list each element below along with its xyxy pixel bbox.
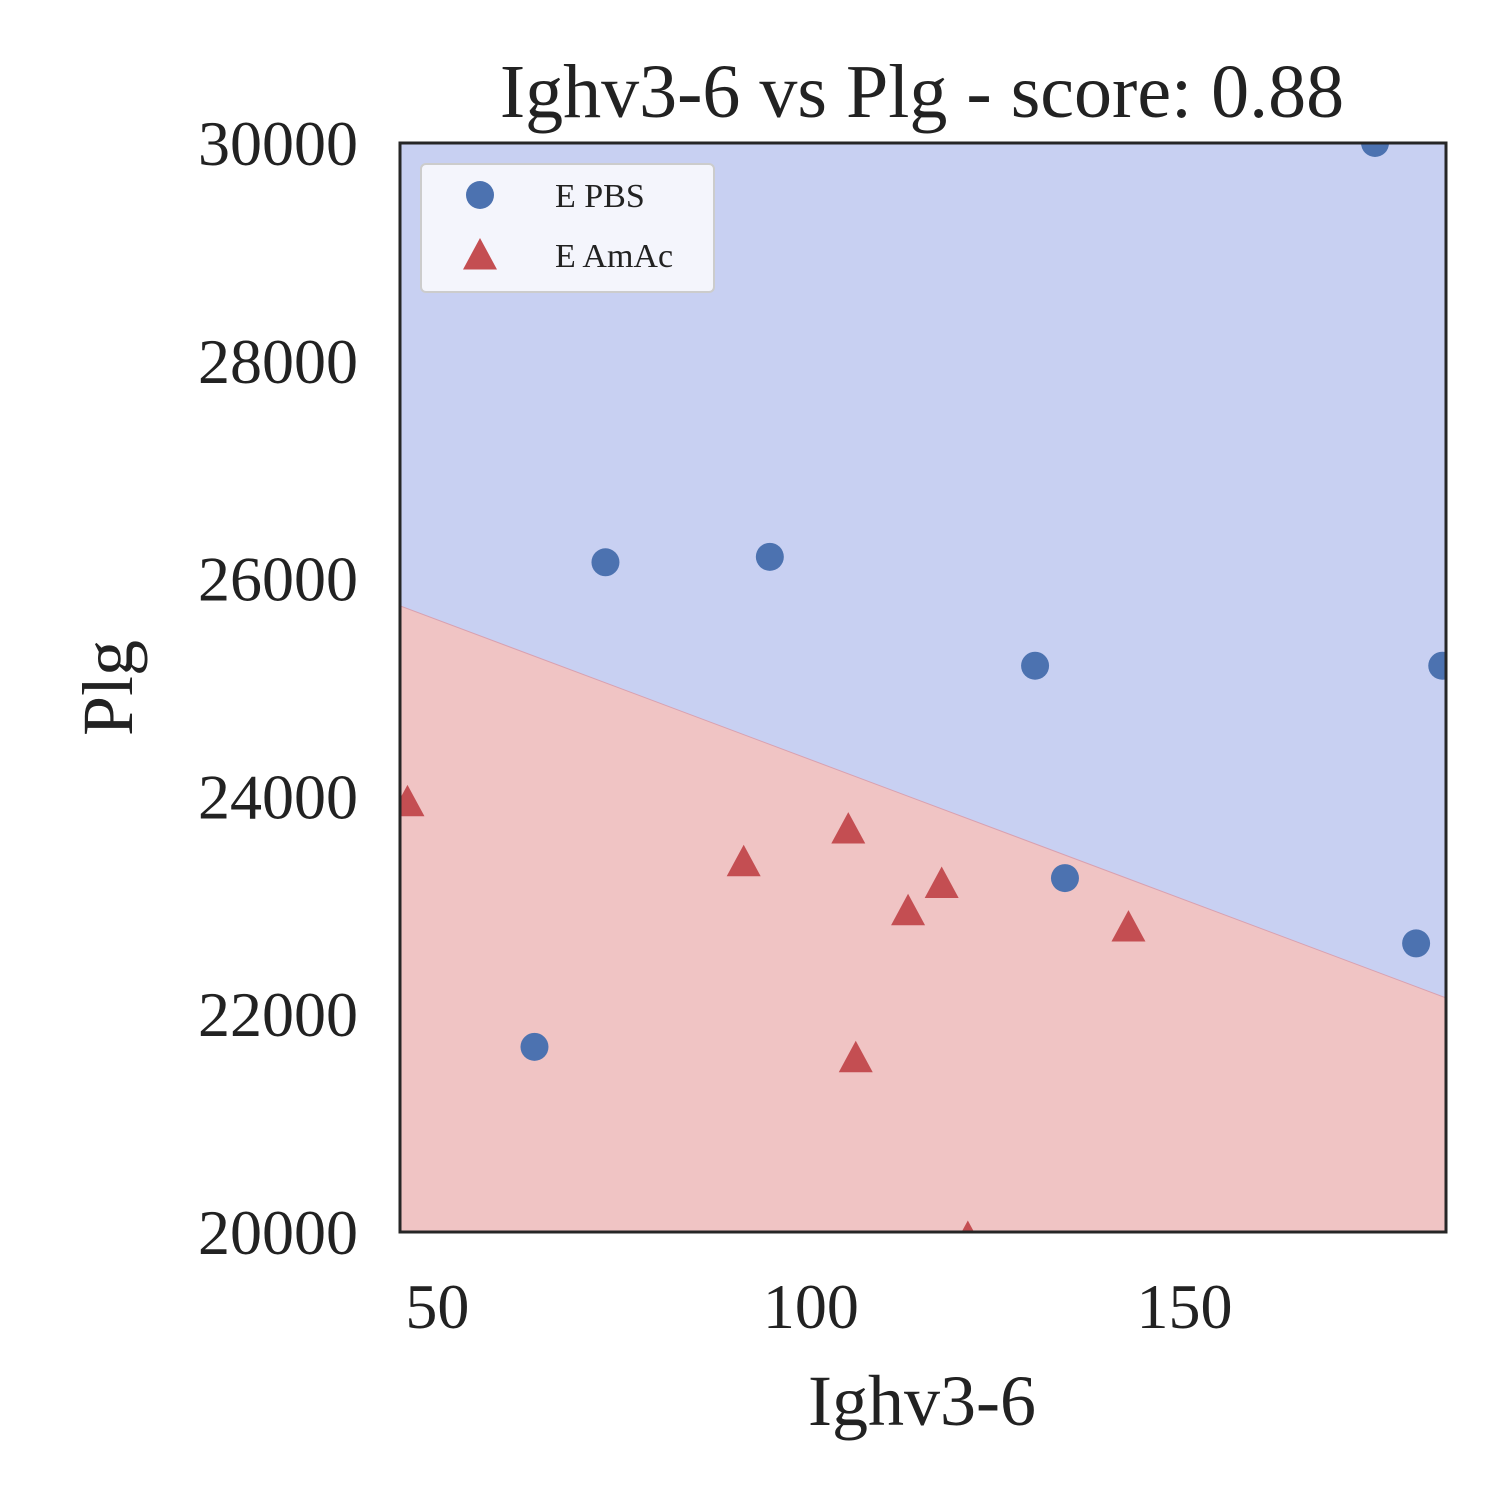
data-point-e-pbs xyxy=(1361,143,1390,157)
plot-area xyxy=(400,143,1446,1232)
legend: E PBS E AmAc xyxy=(420,163,715,293)
data-point-e-pbs xyxy=(755,542,784,571)
x-tick-label: 100 xyxy=(763,1271,859,1342)
legend-marker-e-amac xyxy=(463,238,497,270)
y-axis-label: Plg xyxy=(68,640,148,736)
region-e-pbs xyxy=(400,143,1446,998)
data-point-e-pbs xyxy=(591,548,620,577)
x-tick-label: 50 xyxy=(405,1271,469,1342)
y-tick-label: 26000 xyxy=(198,544,358,615)
data-point-e-pbs xyxy=(1021,651,1050,680)
region-e-amac xyxy=(400,605,1446,1232)
plot-frame xyxy=(398,141,1448,1234)
x-axis-ticks: 50 100 150 xyxy=(405,1271,1232,1342)
y-tick-label: 22000 xyxy=(198,979,358,1050)
data-point-e-amac xyxy=(924,866,959,898)
data-point-e-pbs xyxy=(520,1032,549,1061)
data-point-e-pbs xyxy=(1050,864,1079,893)
data-point-e-amac xyxy=(1111,910,1146,942)
decision-regions xyxy=(400,143,1446,1232)
legend-marker-e-pbs xyxy=(466,181,494,209)
x-axis-label: Ighv3-6 xyxy=(808,1361,1036,1441)
data-point-e-amac xyxy=(891,893,926,926)
legend-label: E AmAc xyxy=(555,238,673,275)
y-tick-label: 28000 xyxy=(198,326,358,397)
decision-boundary-line xyxy=(400,605,1446,999)
chart-title: Ighv3-6 vs Plg - score: 0.88 xyxy=(500,50,1344,134)
legend-label: E PBS xyxy=(555,178,645,215)
data-point-e-amac xyxy=(726,844,761,877)
data-point-e-amac xyxy=(961,1220,975,1232)
data-point-e-amac xyxy=(400,784,425,817)
x-tick-label: 150 xyxy=(1137,1271,1233,1342)
data-point-e-amac xyxy=(838,1040,873,1073)
data-point-e-pbs xyxy=(1428,651,1446,680)
legend-box xyxy=(420,163,715,293)
y-tick-label: 24000 xyxy=(198,761,358,832)
y-tick-label: 30000 xyxy=(198,108,358,179)
y-axis-ticks: 20000 22000 24000 26000 28000 30000 xyxy=(198,108,358,1268)
data-point-e-pbs xyxy=(1402,929,1431,958)
y-tick-label: 20000 xyxy=(198,1197,358,1268)
data-point-e-amac xyxy=(831,812,866,844)
data-points xyxy=(400,143,1446,1232)
